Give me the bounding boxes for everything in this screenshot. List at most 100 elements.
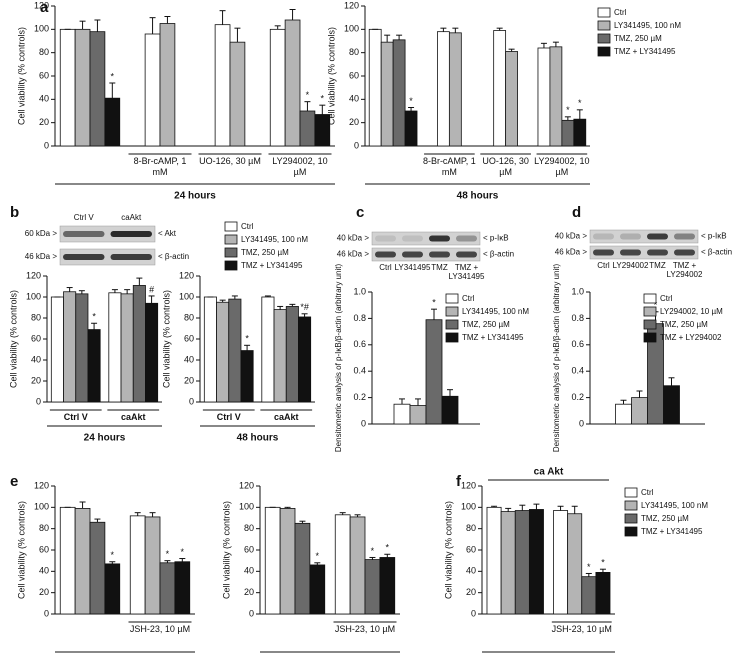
- bar: [486, 506, 502, 615]
- y-tick-label: 60: [39, 70, 49, 80]
- blot-band: [593, 233, 614, 240]
- legend-swatch: [445, 293, 459, 304]
- legend-swatch: [445, 306, 459, 317]
- error-bar: [396, 34, 403, 40]
- blot-band: [402, 235, 423, 242]
- y-tick-label: 100: [239, 502, 254, 512]
- blot-lane-label: TMZ: [431, 263, 448, 272]
- legend-label: Ctrl: [614, 8, 627, 17]
- legend-label: TMZ + LY341495: [614, 47, 676, 56]
- blot-band: [620, 249, 641, 256]
- blot-lane-label-box: caAkt: [121, 213, 141, 222]
- blot-lane-label-box: TMZ + LY294002: [667, 261, 703, 279]
- blot-band: [674, 249, 695, 256]
- bar: [59, 28, 76, 147]
- bar: [437, 31, 450, 147]
- error-bar: [234, 27, 241, 43]
- blot-lane-label: TMZ: [649, 261, 666, 270]
- blot-band: [456, 235, 477, 242]
- blot-protein-label: < Akt: [158, 229, 177, 238]
- blot-lane-label-box: LY341495: [395, 263, 431, 272]
- blot-band: [593, 249, 614, 256]
- y-tick-label: 0: [354, 140, 359, 150]
- error-bar: [277, 305, 284, 310]
- error-bar: [219, 299, 226, 303]
- x-category-label-box: JSH-23, 10 µM: [551, 624, 612, 634]
- blot-protein-label: < β-actin: [158, 252, 189, 261]
- x-category-label-box: caAkt: [121, 412, 146, 422]
- error-bar: [533, 503, 540, 510]
- legend-swatch: [224, 260, 238, 271]
- y-axis-label: Cell viability (% controls): [161, 290, 171, 388]
- error-bar: [369, 556, 376, 560]
- error-bar: [564, 116, 571, 121]
- bar: [50, 296, 64, 403]
- bar: [59, 506, 76, 615]
- y-tick-label: 100: [34, 502, 49, 512]
- panel-letter: a: [40, 0, 49, 16]
- bar: [294, 522, 311, 615]
- blot-strip: [589, 229, 699, 244]
- x-category-label-box: JSH-23, 10 µM: [130, 624, 190, 634]
- error-bar: [440, 27, 447, 32]
- legend-swatch: [624, 500, 638, 511]
- blot-lane-label-box: TMZ: [649, 261, 666, 270]
- y-tick-label: 0: [579, 418, 584, 428]
- y-tick-label: 80: [466, 523, 476, 533]
- y-tick-label: 60: [466, 544, 476, 554]
- error-bar: [109, 561, 116, 564]
- y-axis-label: Cell viability (% controls): [326, 27, 336, 125]
- x-category-label: LY294002, 10 µM: [534, 156, 590, 177]
- bar: [537, 47, 551, 147]
- y-tick-label: 40: [466, 566, 476, 576]
- blot-protein-label: < p-IκB: [701, 232, 727, 241]
- y-tick-label: 0: [249, 608, 254, 618]
- y-tick-label: 0.2: [571, 392, 584, 402]
- error-bar: [557, 505, 564, 511]
- blot-size-label: 40 kDa >: [555, 232, 588, 241]
- legend-label: TMZ + LY341495: [241, 261, 303, 270]
- legend-swatch: [643, 332, 657, 343]
- blot-band: [63, 254, 105, 260]
- x-category-label-box: Ctrl V: [217, 412, 241, 422]
- error-bar: [508, 48, 515, 52]
- bar: [108, 292, 122, 403]
- y-tick-label: 80: [39, 47, 49, 57]
- bar: [553, 510, 569, 615]
- y-tick-label: 1.0: [353, 286, 366, 296]
- panel-letter: d: [572, 204, 581, 221]
- x-category-label: JSH-23, 10 µM: [551, 624, 612, 634]
- y-tick-label: 20: [39, 587, 49, 597]
- y-tick-label: 120: [26, 270, 41, 280]
- error-bar: [319, 104, 326, 115]
- bar: [500, 511, 516, 615]
- y-tick-label: 40: [31, 354, 41, 364]
- y-tick-label: 20: [466, 587, 476, 597]
- y-tick-label: 20: [184, 375, 194, 385]
- panel-letter: f: [456, 473, 462, 490]
- error-bar: [244, 344, 251, 351]
- legend-swatch: [597, 7, 611, 18]
- bar: [104, 563, 121, 615]
- y-tick-label: 1.0: [571, 286, 584, 296]
- significance-marker: *: [245, 334, 249, 344]
- error-bar: [78, 290, 85, 294]
- error-bar: [576, 109, 583, 120]
- y-tick-label: 100: [26, 291, 41, 301]
- significance-marker: *: [654, 300, 658, 310]
- legend-label: LY341495, 100 nM: [241, 235, 308, 244]
- y-tick-label: 0: [361, 418, 366, 428]
- x-axis-label: 24 hours: [84, 433, 126, 444]
- bar: [269, 28, 286, 147]
- legend-label: LY294002, 10 µM: [660, 307, 723, 316]
- bar: [505, 51, 518, 147]
- error-bar: [124, 289, 131, 294]
- significance-marker: *: [386, 543, 390, 553]
- error-bar: [540, 42, 547, 48]
- x-category-label-box: UO-126, 30 µM: [199, 156, 261, 166]
- chart-title: ca Akt: [534, 467, 564, 478]
- legend-swatch: [597, 20, 611, 31]
- bar: [63, 291, 77, 403]
- bar: [74, 28, 91, 147]
